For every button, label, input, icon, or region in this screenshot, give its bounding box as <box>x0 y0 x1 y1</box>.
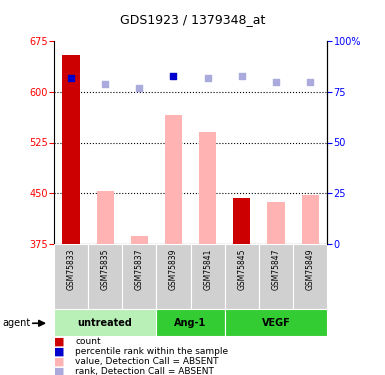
Text: GDS1923 / 1379348_at: GDS1923 / 1379348_at <box>120 13 265 26</box>
Text: Ang-1: Ang-1 <box>174 318 207 327</box>
Bar <box>97 191 114 244</box>
Bar <box>131 236 148 244</box>
Bar <box>54 244 88 309</box>
Bar <box>54 309 156 336</box>
Bar <box>301 195 319 244</box>
Text: count: count <box>75 338 101 346</box>
Text: value, Detection Call = ABSENT: value, Detection Call = ABSENT <box>75 357 219 366</box>
Bar <box>88 244 122 309</box>
Text: ■: ■ <box>54 337 64 347</box>
Bar <box>122 244 156 309</box>
Bar <box>156 244 191 309</box>
Bar <box>165 116 182 244</box>
Text: percentile rank within the sample: percentile rank within the sample <box>75 347 228 356</box>
Bar <box>191 244 225 309</box>
Bar <box>259 244 293 309</box>
Text: GSM75835: GSM75835 <box>100 249 110 291</box>
Point <box>239 73 245 79</box>
Text: GSM75839: GSM75839 <box>169 249 178 291</box>
Text: ■: ■ <box>54 366 64 375</box>
Text: GSM75847: GSM75847 <box>271 249 281 291</box>
Text: untreated: untreated <box>78 318 132 327</box>
Point <box>136 85 142 91</box>
Point <box>204 75 211 81</box>
Bar <box>199 132 216 244</box>
Bar <box>225 244 259 309</box>
Text: GSM75845: GSM75845 <box>237 249 246 291</box>
Bar <box>225 309 327 336</box>
Text: GSM75841: GSM75841 <box>203 249 212 290</box>
Point <box>68 75 74 81</box>
Bar <box>62 55 80 244</box>
Text: GSM75833: GSM75833 <box>67 249 75 291</box>
Bar <box>156 309 225 336</box>
Point <box>273 79 279 85</box>
Bar <box>233 198 250 244</box>
Text: GSM75837: GSM75837 <box>135 249 144 291</box>
Text: ■: ■ <box>54 347 64 357</box>
Point <box>171 73 177 79</box>
Text: VEGF: VEGF <box>262 318 290 327</box>
Text: agent: agent <box>2 318 30 328</box>
Bar <box>268 202 285 244</box>
Point <box>307 79 313 85</box>
Text: rank, Detection Call = ABSENT: rank, Detection Call = ABSENT <box>75 367 214 375</box>
Bar <box>293 244 327 309</box>
Point <box>102 81 108 87</box>
Text: ■: ■ <box>54 357 64 366</box>
Text: GSM75849: GSM75849 <box>306 249 315 291</box>
